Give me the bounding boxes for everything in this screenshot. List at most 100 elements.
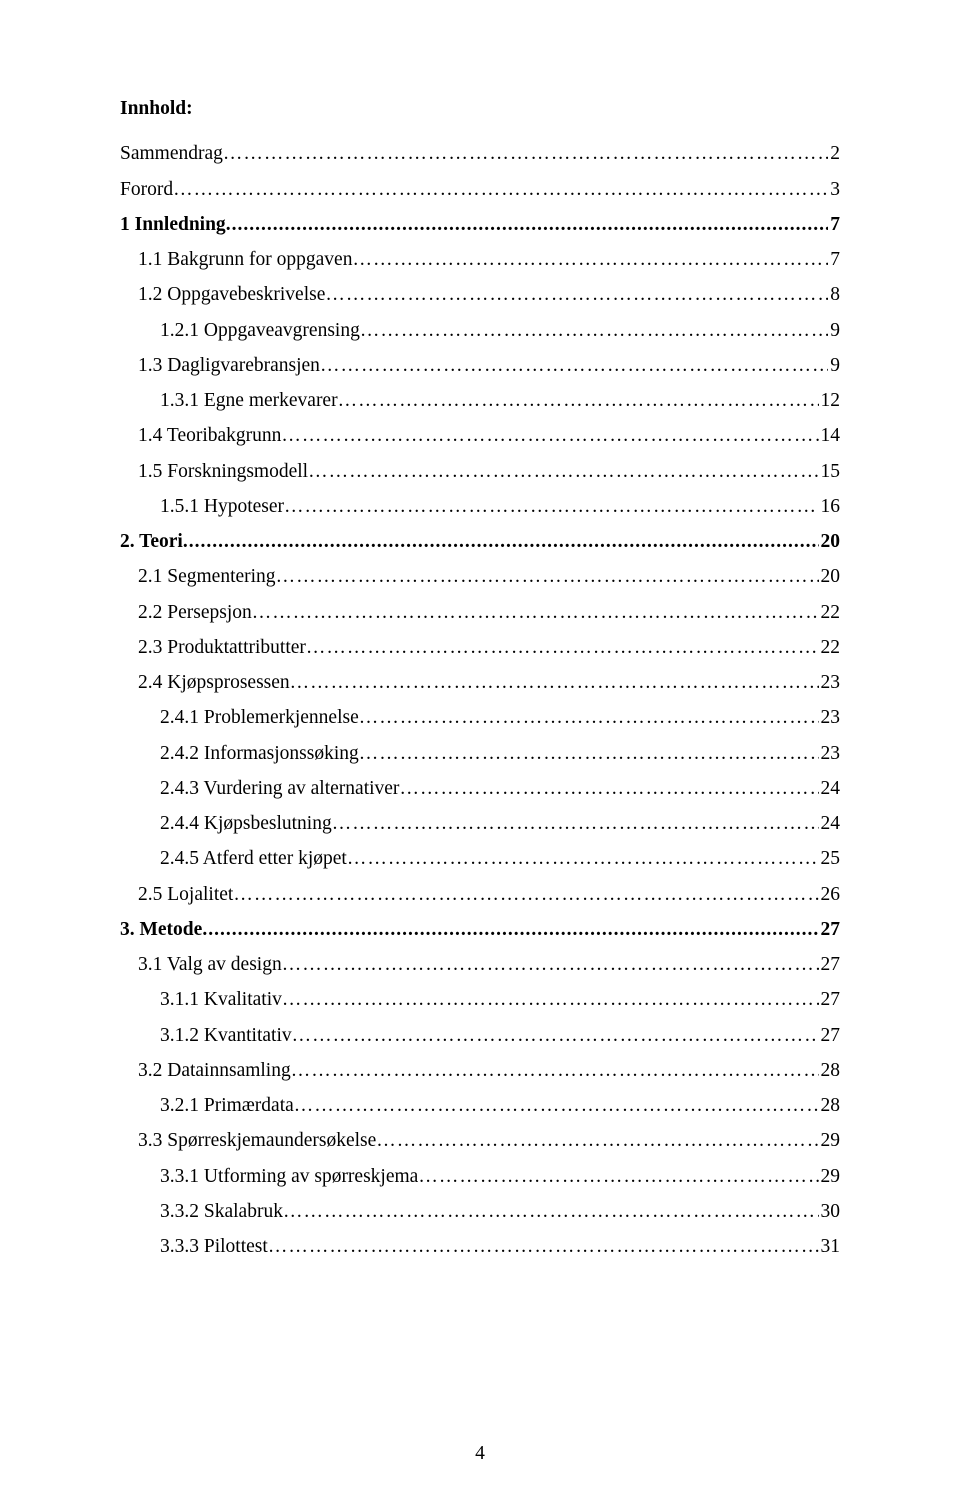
toc-intro-list: Sammendrag…………………………………………………………………………………	[120, 139, 840, 204]
toc-entry: 2.4.4 Kjøpsbeslutning……………………………………………………	[120, 809, 840, 838]
toc-entry-page: 20	[819, 527, 841, 556]
toc-leader: ……………………………………………………………………………………………………………	[223, 139, 828, 168]
toc-leader: ........................................…	[226, 210, 829, 239]
toc-entry-label: 3.3.1 Utforming av spørreskjema	[120, 1162, 418, 1191]
toc-entry: 1 Innledning............................…	[120, 210, 840, 239]
toc-leader: ……………………………………………………………………………………………………………	[291, 1056, 819, 1085]
toc-entry-label: 1.5 Forskningsmodell	[120, 457, 308, 486]
toc-leader: ……………………………………………………………………………………………………………	[294, 1091, 819, 1120]
toc-entry-page: 15	[819, 457, 841, 486]
toc-entry: 2. Teori................................…	[120, 527, 840, 556]
toc-entry-label: 3.2 Datainnsamling	[120, 1056, 291, 1085]
toc-leader: ……………………………………………………………………………………………………………	[325, 280, 828, 309]
toc-entry-page: 14	[819, 421, 841, 450]
toc-entry: Forord……………………………………………………………………………………………	[120, 175, 840, 204]
toc-leader: ……………………………………………………………………………………………………………	[376, 1126, 818, 1155]
toc-entry-page: 29	[819, 1126, 841, 1155]
toc-entry-label: 1.5.1 Hypoteser	[120, 492, 284, 521]
toc-leader: ……………………………………………………………………………………………………………	[284, 492, 818, 521]
toc-entry-page: 29	[819, 1162, 841, 1191]
toc-leader: ……………………………………………………………………………………………………………	[276, 562, 819, 591]
toc-entry: 3.3.1 Utforming av spørreskjema…………………………	[120, 1162, 840, 1191]
toc-leader: ……………………………………………………………………………………………………………	[281, 421, 818, 450]
toc-leader: ……………………………………………………………………………………………………………	[359, 703, 819, 732]
toc-leader: ……………………………………………………………………………………………………………	[418, 1162, 818, 1191]
toc-entry: 2.4.1 Problemerkjennelse……………………………………………	[120, 703, 840, 732]
toc-entry-label: 2.4.5 Atferd etter kjøpet	[120, 844, 347, 873]
toc-entry-page: 20	[819, 562, 841, 591]
toc-entry-label: 3.3 Spørreskjemaundersøkelse	[120, 1126, 376, 1155]
toc-entry-page: 25	[819, 844, 841, 873]
toc-entry: 3.2.1 Primærdata…………………………………………………………………	[120, 1091, 840, 1120]
toc-leader: ……………………………………………………………………………………………………………	[252, 598, 819, 627]
toc-entry: 3.2 Datainnsamling……………………………………………………………	[120, 1056, 840, 1085]
toc-leader: ……………………………………………………………………………………………………………	[292, 1021, 819, 1050]
page-number: 4	[0, 1443, 960, 1465]
toc-entry-label: 2.4 Kjøpsprosessen	[120, 668, 290, 697]
toc-list: 1 Innledning............................…	[120, 210, 840, 1262]
toc-entry: 2.4.5 Atferd etter kjøpet…………………………………………	[120, 844, 840, 873]
toc-entry: 3.3 Spørreskjemaundersøkelse…………………………………	[120, 1126, 840, 1155]
toc-entry-label: 3. Metode	[120, 915, 202, 944]
toc-entry-page: 23	[819, 739, 841, 768]
toc-entry-page: 26	[819, 880, 841, 909]
toc-entry: 3.1 Valg av design……………………………………………………………	[120, 950, 840, 979]
toc-entry: Sammendrag…………………………………………………………………………………	[120, 139, 840, 168]
toc-entry: 1.2 Oppgavebeskrivelse…………………………………………………	[120, 280, 840, 309]
toc-entry-page: 2	[828, 139, 840, 168]
toc-entry-label: 3.3.2 Skalabruk	[120, 1197, 283, 1226]
toc-entry-label: 2.4.4 Kjøpsbeslutning	[120, 809, 332, 838]
toc-leader: ……………………………………………………………………………………………………………	[282, 985, 819, 1014]
toc-entry-page: 8	[828, 280, 840, 309]
toc-leader: ........................................…	[183, 527, 819, 556]
toc-entry-label: 3.2.1 Primærdata	[120, 1091, 294, 1120]
toc-entry-page: 31	[819, 1232, 841, 1261]
toc-entry-label: 3.1 Valg av design	[120, 950, 282, 979]
toc-entry-page: 27	[819, 915, 841, 944]
toc-entry-page: 3	[828, 175, 840, 204]
toc-entry-page: 16	[819, 492, 841, 521]
toc-leader: ……………………………………………………………………………………………………………	[352, 245, 828, 274]
toc-entry-label: Forord	[120, 175, 173, 204]
toc-entry-label: 1.1 Bakgrunn for oppgaven	[120, 245, 352, 274]
toc-entry-page: 9	[828, 316, 840, 345]
toc-entry: 2.4 Kjøpsprosessen……………………………………………………………	[120, 668, 840, 697]
toc-entry-page: 27	[819, 950, 841, 979]
toc-entry-label: 1.3.1 Egne merkevarer	[120, 386, 338, 415]
toc-leader: ……………………………………………………………………………………………………………	[347, 844, 819, 873]
toc-entry-page: 23	[819, 703, 841, 732]
toc-leader: ……………………………………………………………………………………………………………	[290, 668, 819, 697]
toc-entry-label: 1.2.1 Oppgaveavgrensing	[120, 316, 360, 345]
toc-entry: 1.5.1 Hypoteser……………………………………………………………………	[120, 492, 840, 521]
toc-leader: ……………………………………………………………………………………………………………	[308, 457, 818, 486]
toc-entry: 3.3.2 Skalabruk……………………………………………………………………	[120, 1197, 840, 1226]
toc-entry-page: 12	[819, 386, 841, 415]
toc-entry-page: 27	[819, 1021, 841, 1050]
toc-entry: 2.4.2 Informasjonssøking……………………………………………	[120, 739, 840, 768]
toc-leader: ……………………………………………………………………………………………………………	[359, 739, 819, 768]
toc-leader: ........................................…	[202, 915, 818, 944]
toc-entry: 3. Metode...............................…	[120, 915, 840, 944]
toc-entry-label: Sammendrag	[120, 139, 223, 168]
toc-entry-label: 2.4.1 Problemerkjennelse	[120, 703, 359, 732]
toc-leader: ……………………………………………………………………………………………………………	[173, 175, 828, 204]
toc-entry-page: 22	[819, 633, 841, 662]
toc-entry-label: 2. Teori	[120, 527, 183, 556]
toc-leader: ……………………………………………………………………………………………………………	[306, 633, 819, 662]
toc-leader: ……………………………………………………………………………………………………………	[320, 351, 828, 380]
toc-entry: 2.1 Segmentering…………………………………………………………………	[120, 562, 840, 591]
toc-entry-page: 7	[828, 210, 840, 239]
toc-leader: ……………………………………………………………………………………………………………	[360, 316, 828, 345]
toc-entry: 1.3 Dagligvarebransjen…………………………………………………	[120, 351, 840, 380]
toc-entry-label: 3.1.1 Kvalitativ	[120, 985, 282, 1014]
toc-entry-label: 1 Innledning	[120, 210, 226, 239]
toc-entry-page: 30	[819, 1197, 841, 1226]
toc-entry-page: 27	[819, 985, 841, 1014]
toc-entry: 1.3.1 Egne merkevarer……………………………………………………	[120, 386, 840, 415]
toc-leader: ……………………………………………………………………………………………………………	[282, 950, 819, 979]
toc-entry-label: 1.3 Dagligvarebransjen	[120, 351, 320, 380]
toc-leader: ……………………………………………………………………………………………………………	[399, 774, 818, 803]
toc-entry-page: 28	[819, 1056, 841, 1085]
toc-entry: 3.1.2 Kvantitativ………………………………………………………………	[120, 1021, 840, 1050]
toc-entry-label: 2.2 Persepsjon	[120, 598, 252, 627]
